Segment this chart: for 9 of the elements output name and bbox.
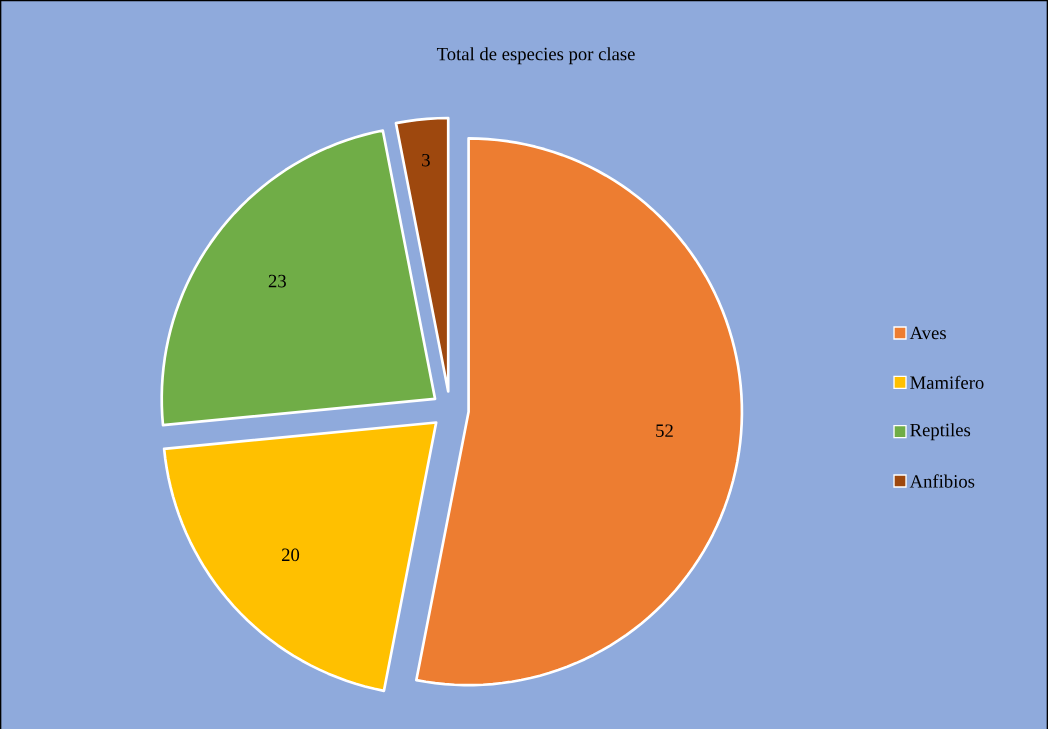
- data-label: 52: [656, 424, 673, 438]
- legend-label: Reptiles: [910, 423, 971, 441]
- legend-label: Aves: [909, 326, 946, 340]
- legend-label: Mamifero: [910, 375, 984, 390]
- chart-title: Total de especies por clase: [436, 47, 635, 65]
- data-label: 20: [281, 548, 300, 562]
- data-label: 3: [422, 154, 430, 167]
- data-label: 23: [268, 275, 286, 288]
- legend-label: Anfibios: [909, 474, 975, 488]
